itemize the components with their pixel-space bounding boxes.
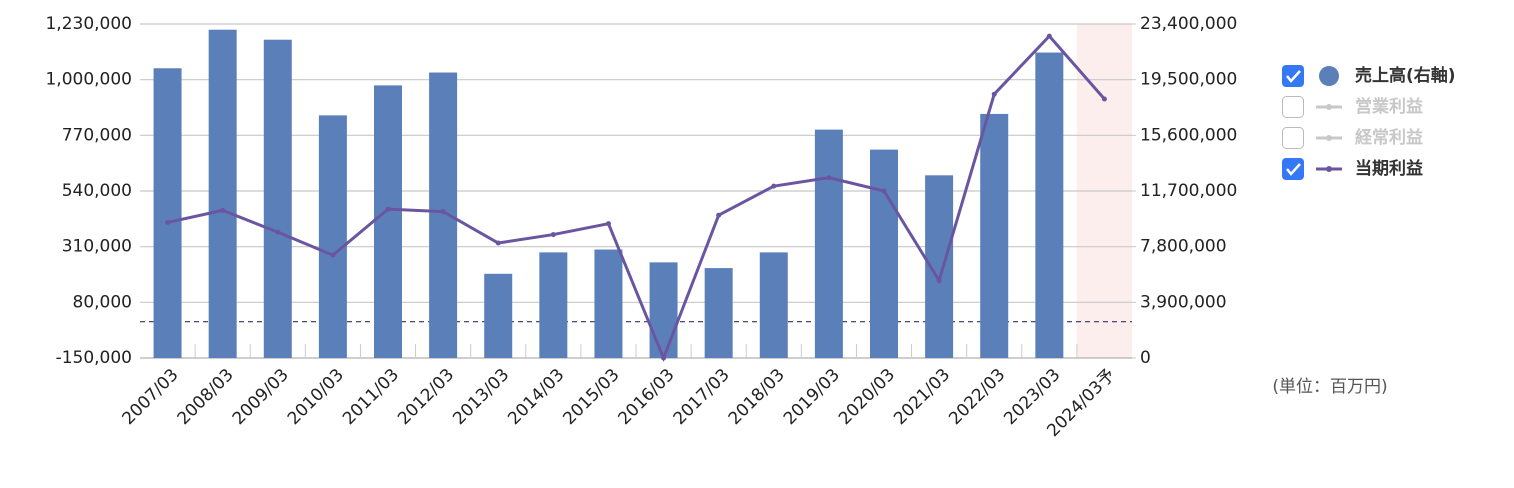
bar: [870, 149, 898, 358]
x-tick-label: 2007/03: [119, 365, 183, 429]
bar: [759, 252, 788, 358]
legend-checkbox[interactable]: [1282, 127, 1304, 149]
line-point: [165, 219, 171, 225]
bar: [374, 85, 402, 358]
legend-marker: [1319, 66, 1339, 86]
bar: [429, 72, 458, 359]
y2-tick-label: 3,900,000: [1140, 292, 1227, 312]
x-tick-label: 2014/03: [504, 365, 568, 429]
line-point: [826, 175, 832, 181]
bar: [263, 39, 292, 358]
y-tick-label: 310,000: [62, 237, 132, 257]
legend-marker-dot: [1326, 135, 1332, 141]
line-point: [991, 91, 997, 97]
y-tick-label: 80,000: [73, 292, 132, 312]
line: [167, 33, 1106, 363]
y2-tick-label: 23,400,000: [1140, 14, 1237, 34]
line-point: [1101, 96, 1107, 102]
line-point: [550, 232, 556, 238]
y-tick-label: 1,230,000: [45, 14, 132, 34]
line-point: [936, 278, 942, 284]
legend-marker-dot: [1326, 166, 1332, 172]
bar: [649, 262, 678, 358]
x-tick-label: 2020/03: [835, 365, 899, 429]
y2-tick-label: 0: [1140, 348, 1151, 368]
legend-item[interactable]: 経常利益: [1282, 127, 1424, 149]
bar: [1035, 52, 1064, 359]
bar: [980, 113, 1009, 358]
bar: [539, 252, 568, 358]
bar: [814, 129, 843, 358]
bar: [484, 273, 513, 358]
legend-check: [1286, 70, 1301, 83]
x-tick-label: 2017/03: [670, 365, 734, 429]
x-tick-label: 2013/03: [449, 365, 513, 429]
x-tick-label: 2019/03: [780, 365, 844, 429]
y2-tick-label: 11,700,000: [1140, 181, 1237, 201]
line-point: [771, 183, 777, 189]
y-tick-label: 770,000: [62, 125, 132, 145]
line-point: [220, 207, 226, 213]
x-tick-label: 2018/03: [725, 365, 789, 429]
line-point: [716, 212, 722, 218]
x-tick-label: 2011/03: [339, 365, 403, 429]
y-tick-label: 1,000,000: [45, 70, 132, 90]
y2-tick-label: 7,800,000: [1140, 237, 1227, 257]
x-tick-label: 2009/03: [229, 365, 293, 429]
line-point: [605, 221, 611, 227]
legend-item[interactable]: 当期利益: [1282, 158, 1423, 180]
legend-label: 当期利益: [1355, 158, 1423, 179]
bar: [153, 68, 182, 358]
bar: [208, 29, 237, 358]
legend-label: 売上高(右軸): [1355, 65, 1456, 86]
legend-label: 営業利益: [1355, 96, 1423, 117]
bar: [318, 115, 347, 358]
y2-tick-label: 15,600,000: [1140, 125, 1237, 145]
y-tick-label: -150,000: [56, 348, 132, 368]
line-point: [495, 240, 501, 246]
y-tick-label: 540,000: [62, 181, 132, 201]
line-point: [330, 252, 336, 258]
x-tick-label: 2012/03: [394, 365, 458, 429]
x-tick-label: 2022/03: [945, 365, 1009, 429]
bar: [704, 268, 733, 358]
x-tick-label: 2015/03: [559, 365, 623, 429]
line-point: [661, 355, 667, 361]
x-tick-label: 2008/03: [174, 365, 238, 429]
legend-marker-dot: [1326, 104, 1332, 110]
legend-item[interactable]: 売上高(右軸): [1282, 65, 1456, 87]
line-point: [1046, 33, 1052, 39]
legend-checkbox[interactable]: [1282, 65, 1304, 87]
x-tick-label: 2016/03: [615, 365, 679, 429]
line-point: [275, 229, 281, 235]
y2-tick-label: 19,500,000: [1140, 70, 1237, 90]
unit-note: (単位：百万円): [1272, 377, 1387, 397]
legend-item[interactable]: 営業利益: [1282, 96, 1424, 118]
line-point: [440, 209, 446, 215]
legend-checkbox[interactable]: [1282, 96, 1304, 118]
legend-checkbox[interactable]: [1282, 158, 1304, 180]
x-tick-label: 2010/03: [284, 365, 348, 429]
legend-check: [1286, 163, 1301, 176]
x-tick-label: 2021/03: [890, 365, 954, 429]
bar: [594, 249, 623, 358]
line-point: [385, 206, 391, 212]
line-point: [881, 188, 887, 194]
legend-label: 経常利益: [1355, 127, 1423, 148]
